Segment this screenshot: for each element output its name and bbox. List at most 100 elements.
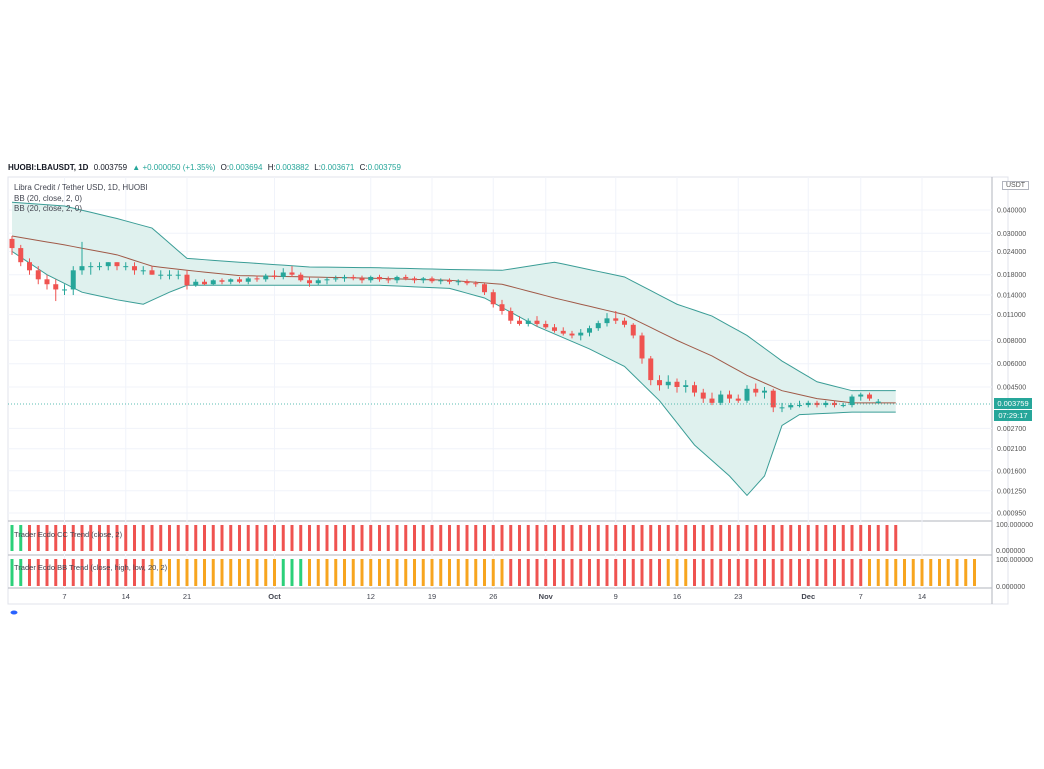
ind2-bar-28	[255, 559, 259, 586]
candle-60	[534, 316, 540, 327]
ind1-bar-89	[789, 525, 793, 551]
ind2-bar-10	[98, 559, 101, 586]
candle-95	[840, 402, 846, 408]
candle-body-54	[482, 284, 487, 293]
ind1-bar-21	[194, 525, 198, 551]
candle-76	[674, 378, 680, 393]
candle-body-92	[814, 402, 820, 406]
ind1-bar-9	[89, 525, 93, 551]
candle-97	[858, 392, 864, 401]
ind2-bar-52	[465, 559, 469, 586]
ind1-bar-47	[421, 525, 425, 551]
candle-29	[263, 273, 269, 282]
ind2-bar-59	[526, 559, 530, 586]
ind2-bar-87	[771, 559, 775, 586]
candle-body-88	[779, 407, 785, 409]
candle-48	[429, 276, 435, 284]
ind1-bar-98	[868, 525, 871, 551]
candle-body-9	[88, 266, 94, 268]
candle-63	[560, 327, 566, 336]
time-tick-5: 19	[428, 592, 436, 601]
candle-body-63	[560, 330, 566, 334]
ind1-bar-91	[806, 525, 810, 551]
ind2-bar-97	[859, 559, 863, 586]
ind1-bar-64	[570, 525, 574, 551]
candle-body-35	[315, 280, 321, 284]
candle-body-96	[849, 396, 855, 406]
ind2-bar-60	[535, 559, 539, 586]
candle-67	[595, 320, 601, 331]
candle-body-77	[683, 385, 689, 387]
ind1-bar-99	[876, 525, 880, 551]
candle-30	[272, 270, 277, 280]
candle-body-8	[79, 266, 85, 271]
ind1-bar-35	[316, 525, 320, 551]
ind1-bar-67	[596, 525, 600, 551]
candle-70	[622, 317, 627, 328]
ind1-bar-81	[719, 525, 723, 551]
candle-body-14	[132, 266, 137, 271]
ind1-bar-39	[351, 525, 355, 551]
candle-27	[245, 276, 251, 285]
indicator-1-label[interactable]: Trader Ecdo CC Trend (close, 2)	[14, 530, 123, 539]
candle-body-53	[473, 283, 479, 285]
candle-18	[167, 270, 172, 280]
currency-badge[interactable]: USDT	[1002, 181, 1030, 190]
ind1-bar-31	[281, 525, 285, 551]
ind2-bar-47	[421, 559, 425, 586]
price-tick-13: 0.000950	[997, 511, 1026, 518]
candle-56	[499, 299, 505, 315]
candle-41	[368, 275, 374, 283]
ind1-bar-12	[115, 525, 119, 551]
ind1-bar-26	[238, 525, 241, 551]
ind2-bar-53	[474, 559, 478, 586]
ind1-bar-69	[614, 525, 618, 551]
ind2-bar-81	[719, 559, 723, 586]
ind2-bar-48	[430, 559, 434, 586]
chart-legend: Libra Credit / Tether USD, 1D, HUOBI BB …	[14, 183, 148, 215]
ind1-bar-51	[456, 525, 460, 551]
ind2-bar-26	[238, 559, 241, 586]
legend-bb2[interactable]: BB (20, close, 2, 0)	[14, 204, 83, 213]
candle-body-76	[674, 381, 680, 387]
legend-bb1[interactable]: BB (20, close, 2, 0)	[14, 193, 83, 203]
candle-body-66	[587, 328, 592, 333]
ind1-bar-32	[290, 525, 294, 551]
ind1-bar-5	[54, 525, 58, 551]
ind2-bar-65	[579, 559, 583, 586]
price-tick-11: 0.001600	[997, 468, 1026, 475]
candle-44	[394, 275, 400, 284]
candle-body-81	[718, 394, 724, 403]
candle-body-20	[184, 274, 190, 286]
ind2-bar-3	[36, 559, 40, 586]
candle-10	[97, 262, 102, 271]
candle-body-30	[272, 275, 277, 277]
close-value: 0.003759	[367, 163, 401, 172]
time-axis-labels: 7 14 21 Oct 12 19 26 Nov 9 16 23 Dec 7 14	[62, 592, 926, 601]
candle-62	[552, 323, 557, 333]
time-tick-6: 26	[489, 592, 497, 601]
candle-body-83	[735, 398, 741, 401]
ind2-bar-36	[325, 559, 329, 586]
candle-body-1	[18, 248, 24, 263]
ind2-bar-8	[80, 559, 84, 586]
ind2-bar-41	[369, 559, 373, 586]
ind2-bar-37	[334, 559, 338, 586]
candle-55	[490, 289, 496, 308]
ind1-bar-49	[439, 525, 443, 551]
ind1-bar-62	[553, 525, 556, 551]
candle-body-24	[219, 280, 225, 282]
ind1-bottom-value: 0.000000	[996, 548, 1025, 555]
tradingview-logo-icon	[10, 610, 18, 615]
ind2-bar-110	[973, 559, 976, 586]
candle-77	[683, 380, 689, 393]
indicator-2-label[interactable]: Trader Ecdo BB Trend (close, high, low, …	[14, 563, 168, 572]
ind2-bar-77	[684, 559, 688, 586]
candle-19	[175, 270, 181, 280]
ind2-bar-12	[115, 559, 119, 586]
low-label: L:	[314, 163, 321, 172]
candle-body-28	[254, 278, 260, 280]
ind2-bar-49	[439, 559, 443, 586]
candle-59	[525, 318, 531, 327]
